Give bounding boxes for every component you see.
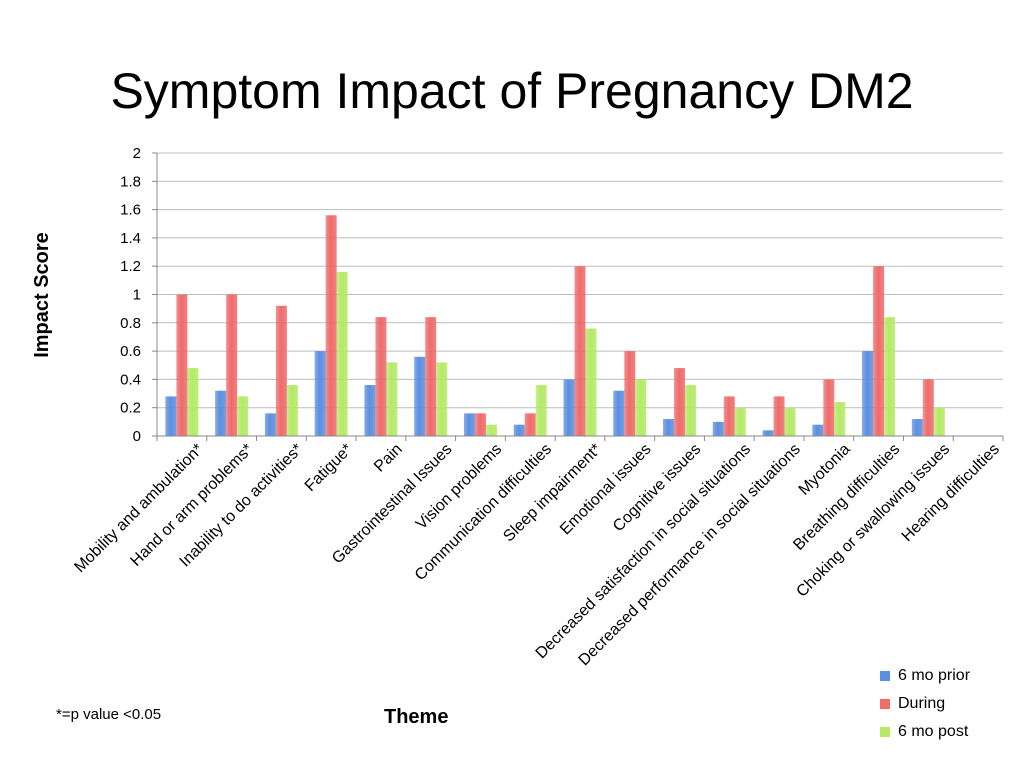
bar-during (325, 215, 337, 436)
legend-swatch-prior (880, 671, 890, 681)
bar-prior (911, 419, 923, 436)
bar-post (884, 317, 896, 436)
y-tick-labels: 0 0.2 0.4 0.6 0.8 1 1.2 1.4 1.6 1.8 2 (120, 145, 141, 445)
bar-prior (563, 379, 575, 436)
bar-post (933, 407, 945, 436)
bar-prior (762, 430, 774, 436)
bar-post (685, 385, 697, 436)
bar-post (485, 424, 497, 436)
footnote: *=p value <0.05 (56, 706, 162, 723)
bar-post (834, 402, 846, 436)
bar-prior (712, 421, 724, 436)
y-tick-label: 0.2 (120, 400, 141, 417)
bar-during (674, 368, 686, 436)
x-tick-label: Cognitive issues (610, 441, 704, 535)
y-tick-label: 0 (133, 428, 141, 445)
page-title: Symptom Impact of Pregnancy DM2 (110, 63, 914, 119)
bar-during (524, 413, 536, 436)
bar-during (624, 351, 636, 436)
bar-during (474, 413, 486, 436)
chart-legend: 6 mo prior During 6 mo post (880, 662, 970, 746)
bar-during (176, 294, 188, 436)
y-tick-label: 1.6 (120, 202, 141, 219)
bar-during (723, 396, 735, 436)
x-axis-title: Theme (384, 706, 449, 728)
x-tick-label: Vision problems (413, 441, 505, 533)
bar-post (286, 385, 298, 436)
bar-during (275, 305, 287, 436)
y-tick-label: 0.8 (120, 315, 141, 332)
bar-during (574, 266, 586, 436)
bar-post (585, 328, 597, 436)
x-tick-label: Pain (371, 441, 406, 476)
bar-during (873, 266, 885, 436)
y-tick-label: 1.2 (120, 258, 141, 275)
bar-during (425, 317, 437, 436)
bar-post (336, 271, 348, 436)
y-tick-label: 1.4 (120, 230, 141, 247)
y-axis-title: Impact Score (31, 232, 53, 358)
bar-prior (314, 351, 326, 436)
bar-post (187, 368, 199, 436)
bar-prior (463, 413, 475, 436)
bar-prior (513, 424, 525, 436)
bar-prior (165, 396, 177, 436)
bar-prior (663, 419, 675, 436)
bar-during (226, 294, 238, 436)
legend-swatch-post (880, 727, 890, 737)
legend-item-post: 6 mo post (880, 718, 970, 746)
y-tick-label: 0.4 (120, 371, 141, 388)
bar-post (734, 407, 746, 436)
bar-post (386, 362, 398, 436)
bar-during (773, 396, 785, 436)
y-tick-label: 0.6 (120, 343, 141, 360)
bar-prior (613, 390, 625, 436)
x-tick-labels: Mobility and ambulation*Hand or arm prob… (71, 441, 1003, 669)
bar-during (922, 379, 934, 436)
y-tick-label: 2 (133, 145, 141, 162)
y-tick-label: 1.8 (120, 173, 141, 190)
x-tick-label: Fatigue* (302, 441, 356, 495)
legend-label-post: 6 mo post (898, 723, 969, 740)
bar-prior (414, 356, 426, 436)
x-tick-label: Emotional issues (557, 441, 655, 539)
legend-swatch-during (880, 699, 890, 709)
legend-item-prior: 6 mo prior (880, 662, 970, 690)
legend-label-prior: 6 mo prior (898, 667, 971, 684)
y-tick-label: 1 (133, 287, 141, 304)
bar-during (823, 379, 835, 436)
bar-post (784, 407, 796, 436)
bar-prior (862, 351, 874, 436)
legend-item-during: During (880, 690, 970, 718)
bar-post (535, 385, 547, 436)
bar-during (375, 317, 387, 436)
bar-prior (215, 390, 227, 436)
bar-prior (812, 424, 824, 436)
legend-label-during: During (898, 695, 946, 712)
bar-post (237, 396, 249, 436)
x-tick-label: Hearing difficulties (899, 441, 1003, 545)
axes (152, 152, 1004, 441)
bar-prior (364, 385, 376, 436)
bar-post (635, 379, 647, 436)
bar-prior (264, 413, 276, 436)
bar-post (436, 362, 448, 436)
bars (165, 215, 945, 436)
